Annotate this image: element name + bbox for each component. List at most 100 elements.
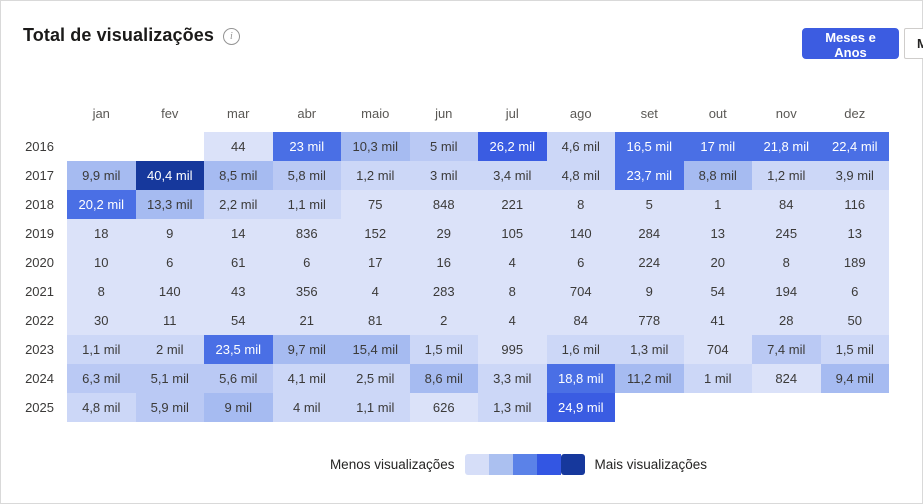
heatmap-cell[interactable]: 1 mil bbox=[683, 364, 752, 393]
heatmap-cell[interactable]: 356 bbox=[272, 277, 341, 306]
heatmap-cell[interactable]: 61 bbox=[204, 248, 273, 277]
heatmap-cell[interactable]: 3,9 mil bbox=[820, 161, 889, 190]
heatmap-cell[interactable]: 221 bbox=[478, 190, 547, 219]
heatmap-cell[interactable]: 2,5 mil bbox=[341, 364, 410, 393]
heatmap-cell[interactable]: 140 bbox=[546, 219, 615, 248]
heatmap-cell[interactable]: 6 bbox=[135, 248, 204, 277]
heatmap-cell[interactable]: 1,1 mil bbox=[67, 335, 136, 364]
heatmap-cell[interactable]: 1,1 mil bbox=[272, 190, 341, 219]
heatmap-cell[interactable]: 5,6 mil bbox=[204, 364, 273, 393]
heatmap-cell[interactable]: 44 bbox=[204, 132, 273, 161]
heatmap-cell[interactable]: 245 bbox=[752, 219, 821, 248]
heatmap-cell[interactable]: 9,9 mil bbox=[67, 161, 136, 190]
heatmap-cell[interactable]: 30 bbox=[67, 306, 136, 335]
heatmap-cell[interactable]: 13 bbox=[820, 219, 889, 248]
heatmap-cell[interactable]: 2 mil bbox=[135, 335, 204, 364]
heatmap-cell[interactable]: 9 mil bbox=[204, 393, 273, 422]
heatmap-cell[interactable]: 3,4 mil bbox=[478, 161, 547, 190]
heatmap-cell[interactable]: 13 bbox=[683, 219, 752, 248]
heatmap-cell[interactable]: 4 bbox=[341, 277, 410, 306]
heatmap-cell[interactable]: 848 bbox=[409, 190, 478, 219]
heatmap-cell[interactable]: 4 mil bbox=[272, 393, 341, 422]
heatmap-cell[interactable]: 13,3 mil bbox=[135, 190, 204, 219]
heatmap-cell[interactable]: 6 bbox=[546, 248, 615, 277]
heatmap-cell[interactable]: 283 bbox=[409, 277, 478, 306]
heatmap-cell[interactable]: 1,1 mil bbox=[341, 393, 410, 422]
heatmap-cell[interactable]: 189 bbox=[820, 248, 889, 277]
heatmap-cell[interactable]: 11 bbox=[135, 306, 204, 335]
heatmap-cell[interactable]: 54 bbox=[683, 277, 752, 306]
heatmap-cell[interactable]: 224 bbox=[615, 248, 684, 277]
heatmap-cell[interactable]: 4 bbox=[478, 248, 547, 277]
heatmap-cell[interactable]: 836 bbox=[272, 219, 341, 248]
heatmap-cell[interactable]: 704 bbox=[683, 335, 752, 364]
heatmap-cell[interactable]: 15,4 mil bbox=[341, 335, 410, 364]
heatmap-cell[interactable]: 4,8 mil bbox=[67, 393, 136, 422]
heatmap-cell[interactable]: 75 bbox=[341, 190, 410, 219]
heatmap-cell[interactable]: 6 bbox=[272, 248, 341, 277]
heatmap-cell[interactable]: 7,4 mil bbox=[752, 335, 821, 364]
heatmap-cell[interactable]: 23,5 mil bbox=[204, 335, 273, 364]
heatmap-cell[interactable]: 21,8 mil bbox=[752, 132, 821, 161]
heatmap-cell[interactable]: 3,3 mil bbox=[478, 364, 547, 393]
heatmap-cell[interactable]: 23 mil bbox=[272, 132, 341, 161]
heatmap-cell[interactable]: 18 bbox=[67, 219, 136, 248]
heatmap-cell[interactable]: 3 mil bbox=[409, 161, 478, 190]
heatmap-cell[interactable]: 116 bbox=[820, 190, 889, 219]
heatmap-cell[interactable]: 28 bbox=[752, 306, 821, 335]
heatmap-cell[interactable]: 4,6 mil bbox=[546, 132, 615, 161]
heatmap-cell[interactable]: 84 bbox=[752, 190, 821, 219]
heatmap-cell[interactable]: 5,9 mil bbox=[135, 393, 204, 422]
heatmap-cell[interactable]: 11,2 mil bbox=[615, 364, 684, 393]
heatmap-cell[interactable]: 14 bbox=[204, 219, 273, 248]
heatmap-cell[interactable]: 9 bbox=[615, 277, 684, 306]
heatmap-cell[interactable]: 1,2 mil bbox=[341, 161, 410, 190]
heatmap-cell[interactable]: 194 bbox=[752, 277, 821, 306]
heatmap-cell[interactable]: 17 mil bbox=[683, 132, 752, 161]
heatmap-cell[interactable]: 8,5 mil bbox=[204, 161, 273, 190]
heatmap-cell[interactable]: 9,4 mil bbox=[820, 364, 889, 393]
heatmap-cell[interactable]: 778 bbox=[615, 306, 684, 335]
heatmap-cell[interactable]: 5,1 mil bbox=[135, 364, 204, 393]
heatmap-cell[interactable]: 16,5 mil bbox=[615, 132, 684, 161]
heatmap-cell[interactable]: 54 bbox=[204, 306, 273, 335]
heatmap-cell[interactable]: 1 bbox=[683, 190, 752, 219]
heatmap-cell[interactable]: 8,8 mil bbox=[683, 161, 752, 190]
heatmap-cell[interactable]: 10,3 mil bbox=[341, 132, 410, 161]
heatmap-cell[interactable]: 17 bbox=[341, 248, 410, 277]
heatmap-cell[interactable]: 1,5 mil bbox=[820, 335, 889, 364]
heatmap-cell[interactable]: 995 bbox=[478, 335, 547, 364]
heatmap-cell[interactable]: 40,4 mil bbox=[135, 161, 204, 190]
heatmap-cell[interactable]: 140 bbox=[135, 277, 204, 306]
heatmap-cell[interactable]: 1,5 mil bbox=[409, 335, 478, 364]
heatmap-cell[interactable]: 284 bbox=[615, 219, 684, 248]
heatmap-cell[interactable]: 2 bbox=[409, 306, 478, 335]
heatmap-cell[interactable]: 9 bbox=[135, 219, 204, 248]
heatmap-cell[interactable]: 29 bbox=[409, 219, 478, 248]
heatmap-cell[interactable]: 21 bbox=[272, 306, 341, 335]
heatmap-cell[interactable]: 4,8 mil bbox=[546, 161, 615, 190]
heatmap-cell[interactable]: 16 bbox=[409, 248, 478, 277]
heatmap-cell[interactable]: 1,3 mil bbox=[478, 393, 547, 422]
heatmap-cell[interactable]: 18,8 mil bbox=[546, 364, 615, 393]
heatmap-cell[interactable]: 8 bbox=[478, 277, 547, 306]
heatmap-cell[interactable]: 6 bbox=[820, 277, 889, 306]
heatmap-cell[interactable]: 20 bbox=[683, 248, 752, 277]
heatmap-cell[interactable]: 8 bbox=[67, 277, 136, 306]
heatmap-cell[interactable]: 1,2 mil bbox=[752, 161, 821, 190]
heatmap-cell[interactable]: 24,9 mil bbox=[546, 393, 615, 422]
heatmap-cell[interactable]: 626 bbox=[409, 393, 478, 422]
heatmap-cell[interactable]: 4,1 mil bbox=[272, 364, 341, 393]
heatmap-cell[interactable]: 26,2 mil bbox=[478, 132, 547, 161]
meses-e-anos-toggle-button[interactable]: Meses e Anos bbox=[802, 28, 899, 60]
heatmap-cell[interactable]: 50 bbox=[820, 306, 889, 335]
heatmap-cell[interactable]: 43 bbox=[204, 277, 273, 306]
heatmap-cell[interactable]: 5 bbox=[615, 190, 684, 219]
heatmap-cell[interactable]: 5,8 mil bbox=[272, 161, 341, 190]
info-icon[interactable]: i bbox=[222, 28, 240, 45]
heatmap-cell[interactable]: 152 bbox=[341, 219, 410, 248]
heatmap-cell[interactable]: 23,7 mil bbox=[615, 161, 684, 190]
heatmap-cell[interactable]: 84 bbox=[546, 306, 615, 335]
heatmap-cell[interactable]: 4 bbox=[478, 306, 547, 335]
meses-toggle-button-partial[interactable]: M bbox=[904, 28, 923, 59]
